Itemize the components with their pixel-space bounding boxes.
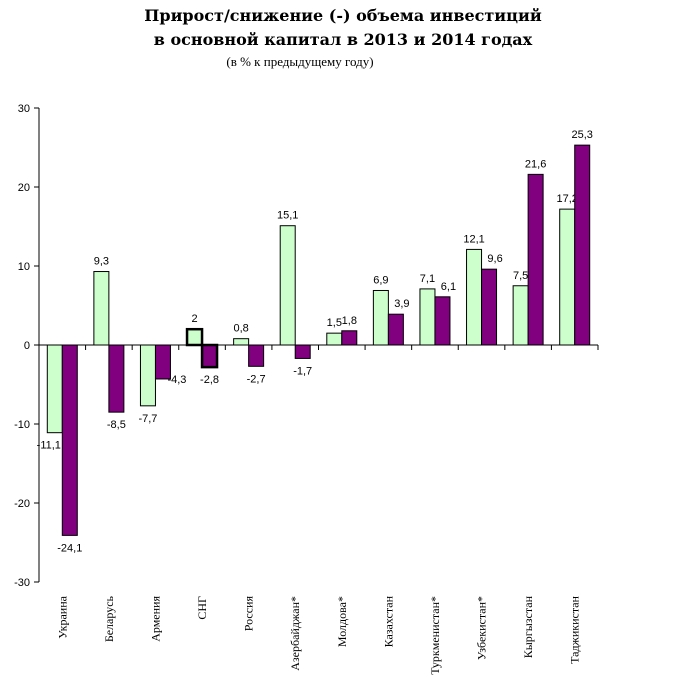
data-label: -2,8 [200,374,219,386]
x-category-label: Азербайджан* [288,596,302,671]
data-label: 9,6 [487,253,502,265]
chart-title-line-2: в основной капитал в 2013 и 2014 годах [153,30,533,49]
data-label: 15,1 [277,210,298,222]
x-category-label: Армения [148,596,162,642]
y-tick-label: -20 [14,498,30,510]
y-tick-label: 20 [18,182,30,194]
bar-2013 [279,225,296,346]
data-label: 6,9 [373,274,388,286]
bar-2013 [559,208,576,346]
y-tick-label: 10 [18,261,30,273]
y-tick-label: 30 [18,103,30,115]
data-label: 9,3 [94,256,109,268]
bar-2014 [248,344,265,367]
data-label: 1,5 [327,317,342,329]
data-label: -2,7 [247,373,266,385]
bar-2013 [139,344,156,407]
bar-2014 [294,344,311,359]
x-category-label: Украина [55,595,69,638]
x-category-label: Россия [242,596,256,632]
bar-2014 [574,144,591,346]
x-category-label: СНГ [195,596,209,620]
data-label: -4,3 [167,374,186,386]
x-category-label: Молдова* [335,596,349,647]
data-label: -11,1 [37,440,61,452]
data-label: 7,1 [420,273,435,285]
data-label: 0,8 [233,323,248,335]
data-label: -7,7 [138,413,157,425]
x-category-label: Туркменистан* [428,596,442,675]
data-label: 12,1 [463,233,484,245]
bar-2014 [527,173,544,346]
bar-2014 [341,330,358,346]
bar-2013 [93,271,110,346]
x-category-label: Казахстан [381,595,395,647]
bar-2014 [200,343,219,369]
bar-2013 [372,289,389,346]
data-label: 21,6 [525,158,546,170]
bar-2014 [481,268,498,346]
bar-2014 [387,313,404,346]
data-label: 25,3 [571,129,592,141]
data-label: 2 [191,313,197,325]
data-label: -1,7 [293,365,312,377]
x-category-label: Таджикистан [568,595,582,663]
x-category-label: Беларусь [102,595,116,642]
chart-title-line-1: Прирост/снижение (-) объема инвестиций [144,6,542,25]
bar-2013 [233,338,250,346]
bar-2014 [108,344,125,413]
data-label: -8,5 [107,419,126,431]
bar-2013 [46,344,63,434]
y-tick-label: -10 [14,419,30,431]
bar-2013 [185,327,204,347]
bar-2013 [326,332,343,346]
bar-2013 [466,248,483,346]
data-label: 1,8 [342,315,357,327]
bar-2013 [419,288,436,346]
data-label: 17,2 [556,193,577,205]
y-tick-label: -30 [14,577,30,589]
x-category-label: Кыргызстан [521,595,535,658]
y-tick-label: 0 [24,340,30,352]
data-label: 6,1 [441,281,456,293]
data-label: -24,1 [57,542,82,554]
bar-2013 [512,285,529,346]
data-label: 7,5 [513,270,528,282]
chart-subtitle: (в % к предыдущему году) [226,54,374,69]
bar-2014 [434,296,451,346]
bar-2014 [61,344,78,536]
x-category-label: Узбекистан* [475,596,489,660]
data-label: 3,9 [394,298,409,310]
